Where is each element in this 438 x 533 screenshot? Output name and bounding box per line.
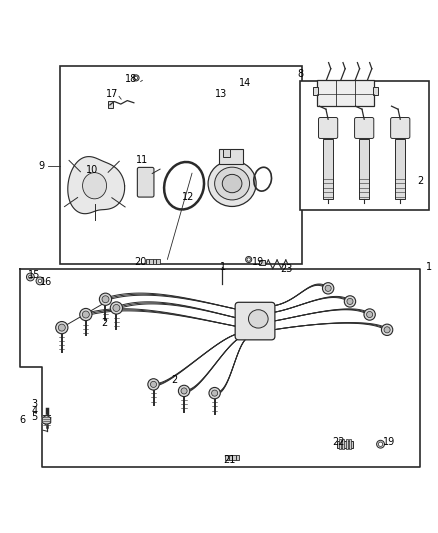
Text: 3: 3	[31, 399, 37, 409]
Bar	[342, 439, 344, 449]
Bar	[108, 101, 113, 108]
Bar	[232, 455, 236, 461]
Circle shape	[247, 258, 251, 261]
Circle shape	[110, 302, 123, 314]
Circle shape	[150, 381, 156, 387]
Text: 1: 1	[220, 262, 226, 271]
Bar	[156, 259, 159, 264]
Bar	[259, 261, 265, 265]
Bar	[313, 87, 318, 95]
Circle shape	[367, 311, 373, 318]
Text: 14: 14	[239, 78, 251, 88]
Circle shape	[38, 279, 42, 282]
Text: 12: 12	[182, 192, 194, 201]
Circle shape	[384, 327, 390, 333]
Text: 19: 19	[383, 437, 395, 447]
Circle shape	[133, 75, 139, 81]
Circle shape	[246, 256, 252, 263]
Circle shape	[381, 324, 393, 335]
Circle shape	[134, 76, 138, 79]
Bar	[146, 259, 149, 264]
Circle shape	[378, 442, 383, 446]
FancyBboxPatch shape	[138, 167, 154, 197]
Bar	[236, 455, 239, 461]
Circle shape	[58, 324, 65, 331]
Text: 2: 2	[171, 375, 177, 385]
Bar	[152, 259, 156, 264]
Polygon shape	[68, 157, 125, 214]
Circle shape	[364, 309, 375, 320]
Circle shape	[36, 277, 44, 285]
Bar	[395, 139, 406, 199]
Circle shape	[209, 387, 220, 399]
Circle shape	[99, 293, 112, 305]
Text: 5: 5	[31, 412, 38, 422]
Bar	[373, 87, 378, 95]
Text: 23: 23	[280, 264, 293, 273]
Circle shape	[325, 285, 331, 292]
Circle shape	[181, 388, 187, 394]
Ellipse shape	[248, 310, 268, 328]
Bar	[229, 455, 232, 461]
Circle shape	[82, 311, 89, 318]
Circle shape	[377, 440, 385, 448]
Ellipse shape	[82, 173, 106, 199]
Text: 4: 4	[31, 406, 37, 416]
Text: 1: 1	[425, 262, 431, 271]
Text: 22: 22	[332, 437, 345, 447]
Bar	[337, 441, 353, 448]
Text: 21: 21	[223, 455, 236, 465]
Text: 20: 20	[134, 257, 146, 267]
Text: 19: 19	[252, 257, 264, 267]
Bar	[223, 149, 230, 157]
Text: 6: 6	[19, 415, 25, 425]
Circle shape	[148, 379, 159, 390]
Circle shape	[347, 298, 353, 304]
Bar	[346, 439, 348, 449]
Text: 2: 2	[101, 318, 107, 328]
FancyBboxPatch shape	[355, 117, 374, 139]
Ellipse shape	[208, 160, 256, 206]
Text: 9: 9	[38, 161, 44, 171]
Polygon shape	[42, 415, 51, 425]
Bar	[60, 66, 302, 264]
Circle shape	[344, 296, 356, 307]
Bar	[219, 149, 243, 164]
FancyBboxPatch shape	[318, 117, 338, 139]
Ellipse shape	[222, 174, 242, 193]
Circle shape	[26, 273, 34, 281]
Circle shape	[80, 309, 92, 321]
Text: 8: 8	[297, 69, 304, 79]
Bar	[225, 455, 229, 461]
FancyBboxPatch shape	[391, 117, 410, 139]
Text: 11: 11	[136, 155, 148, 165]
Bar	[317, 80, 374, 106]
Text: 13: 13	[215, 89, 227, 99]
Circle shape	[28, 275, 32, 279]
Ellipse shape	[215, 167, 250, 200]
Bar	[359, 139, 369, 199]
FancyBboxPatch shape	[235, 302, 275, 340]
Circle shape	[178, 385, 190, 397]
Bar	[323, 139, 333, 199]
Circle shape	[322, 282, 334, 294]
Circle shape	[102, 296, 109, 303]
Circle shape	[56, 321, 68, 334]
Text: 18: 18	[125, 74, 138, 84]
Text: 17: 17	[106, 89, 118, 99]
Text: 15: 15	[28, 270, 40, 280]
Bar	[349, 439, 351, 449]
Circle shape	[113, 304, 120, 311]
Bar	[339, 439, 341, 449]
Circle shape	[212, 390, 218, 396]
Text: 2: 2	[418, 176, 424, 187]
Text: 10: 10	[86, 165, 98, 175]
Bar	[149, 259, 152, 264]
Bar	[300, 81, 428, 210]
Text: 16: 16	[40, 277, 52, 287]
